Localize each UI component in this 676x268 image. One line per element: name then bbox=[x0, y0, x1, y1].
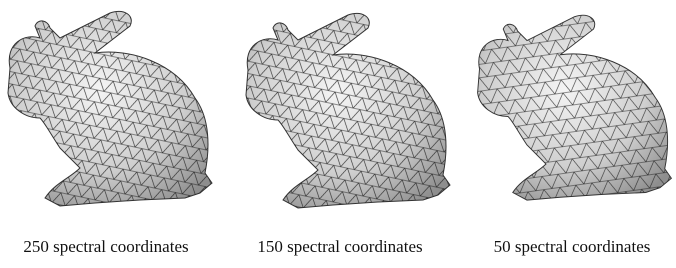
bunny-50 bbox=[478, 15, 672, 200]
figure: 250 spectral coordinates 150 spectral co… bbox=[0, 0, 676, 268]
caption: 250 spectral coordinates bbox=[23, 237, 188, 256]
bunny-250 bbox=[8, 11, 212, 206]
caption: 150 spectral coordinates bbox=[257, 237, 422, 256]
caption: 50 spectral coordinates bbox=[494, 237, 651, 256]
bunny-150 bbox=[246, 13, 450, 208]
